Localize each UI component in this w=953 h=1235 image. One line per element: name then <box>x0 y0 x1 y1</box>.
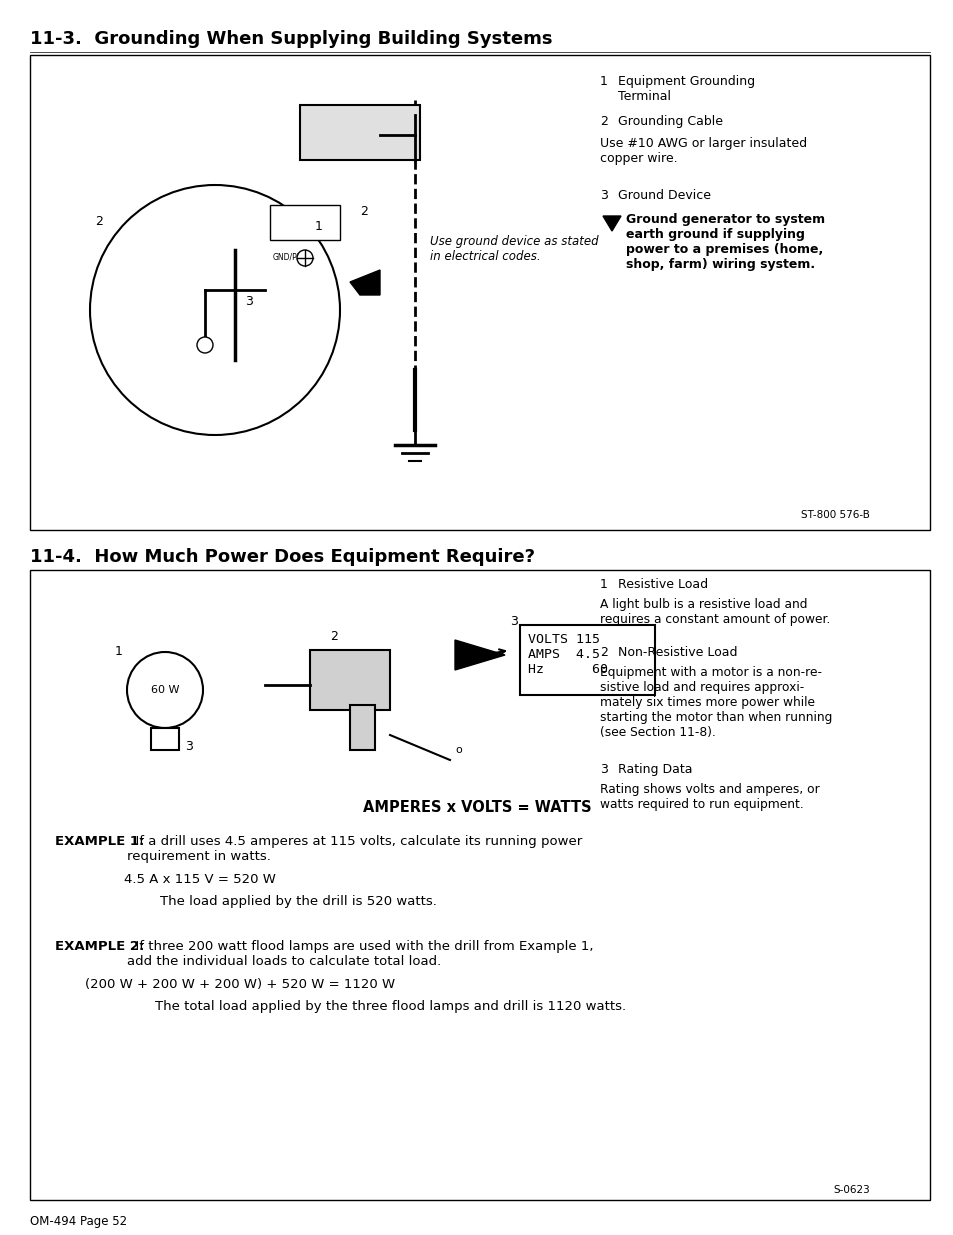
Text: 3: 3 <box>185 740 193 753</box>
Text: If three 200 watt flood lamps are used with the drill from Example 1,
add the in: If three 200 watt flood lamps are used w… <box>127 940 593 968</box>
Text: o: o <box>455 745 461 755</box>
Text: Ground Device: Ground Device <box>618 189 710 203</box>
Text: 2: 2 <box>330 630 337 643</box>
Text: ST-800 576-B: ST-800 576-B <box>801 510 869 520</box>
Text: Rating shows volts and amperes, or
watts required to run equipment.: Rating shows volts and amperes, or watts… <box>599 783 819 811</box>
Bar <box>519 625 655 695</box>
Bar <box>30 571 929 1200</box>
Text: 2: 2 <box>359 205 368 219</box>
Text: VOLTS 115
AMPS  4.5
Hz      60: VOLTS 115 AMPS 4.5 Hz 60 <box>527 634 607 676</box>
Text: 4.5 A x 115 V = 520 W: 4.5 A x 115 V = 520 W <box>124 873 275 885</box>
Text: 1: 1 <box>599 578 607 592</box>
Circle shape <box>127 652 203 727</box>
Text: 11-4.  How Much Power Does Equipment Require?: 11-4. How Much Power Does Equipment Requ… <box>30 548 535 566</box>
Text: GND/PE: GND/PE <box>273 252 302 261</box>
Bar <box>350 705 375 750</box>
Text: EXAMPLE 2:: EXAMPLE 2: <box>55 940 144 953</box>
Text: Equipment Grounding
Terminal: Equipment Grounding Terminal <box>618 75 755 103</box>
Text: S-0623: S-0623 <box>832 1186 869 1195</box>
Text: 2: 2 <box>599 646 607 659</box>
Text: 1: 1 <box>115 645 123 658</box>
Text: Use #10 AWG or larger insulated
copper wire.: Use #10 AWG or larger insulated copper w… <box>599 137 806 165</box>
Bar <box>299 105 419 161</box>
Polygon shape <box>602 216 620 231</box>
Text: Use ground device as stated
in electrical codes.: Use ground device as stated in electrica… <box>430 235 598 263</box>
Text: The total load applied by the three flood lamps and drill is 1120 watts.: The total load applied by the three floo… <box>154 1000 625 1013</box>
Text: Rating Data: Rating Data <box>618 763 692 776</box>
Text: Non-Resistive Load: Non-Resistive Load <box>618 646 737 659</box>
Text: OM-494 Page 52: OM-494 Page 52 <box>30 1215 127 1228</box>
Polygon shape <box>455 640 504 671</box>
Text: 60 W: 60 W <box>151 685 179 695</box>
Text: 1: 1 <box>314 220 322 233</box>
Text: EXAMPLE 1:: EXAMPLE 1: <box>55 835 144 848</box>
Text: If a drill uses 4.5 amperes at 115 volts, calculate its running power
requiremen: If a drill uses 4.5 amperes at 115 volts… <box>127 835 581 863</box>
Text: 3: 3 <box>510 615 517 629</box>
Circle shape <box>196 337 213 353</box>
Bar <box>151 727 179 750</box>
Text: The load applied by the drill is 520 watts.: The load applied by the drill is 520 wat… <box>160 895 436 908</box>
Text: 2: 2 <box>599 115 607 128</box>
Text: 3: 3 <box>599 763 607 776</box>
Bar <box>30 56 929 530</box>
Text: 3: 3 <box>599 189 607 203</box>
Text: 3: 3 <box>245 295 253 308</box>
Bar <box>270 205 339 240</box>
Text: A light bulb is a resistive load and
requires a constant amount of power.: A light bulb is a resistive load and req… <box>599 598 829 626</box>
Bar <box>310 650 390 710</box>
Text: (200 W + 200 W + 200 W) + 520 W = 1120 W: (200 W + 200 W + 200 W) + 520 W = 1120 W <box>85 978 395 990</box>
Polygon shape <box>350 270 379 295</box>
Text: Equipment with a motor is a non-re-
sistive load and requires approxi-
mately si: Equipment with a motor is a non-re- sist… <box>599 666 832 739</box>
Text: Ground generator to system
earth ground if supplying
power to a premises (home,
: Ground generator to system earth ground … <box>625 212 824 270</box>
Text: Grounding Cable: Grounding Cable <box>618 115 722 128</box>
Text: 11-3.  Grounding When Supplying Building Systems: 11-3. Grounding When Supplying Building … <box>30 30 552 48</box>
Text: AMPERES x VOLTS = WATTS: AMPERES x VOLTS = WATTS <box>362 800 591 815</box>
Circle shape <box>296 249 313 266</box>
Circle shape <box>90 185 339 435</box>
Text: Resistive Load: Resistive Load <box>618 578 707 592</box>
Text: 2: 2 <box>95 215 103 228</box>
Text: 1: 1 <box>599 75 607 88</box>
